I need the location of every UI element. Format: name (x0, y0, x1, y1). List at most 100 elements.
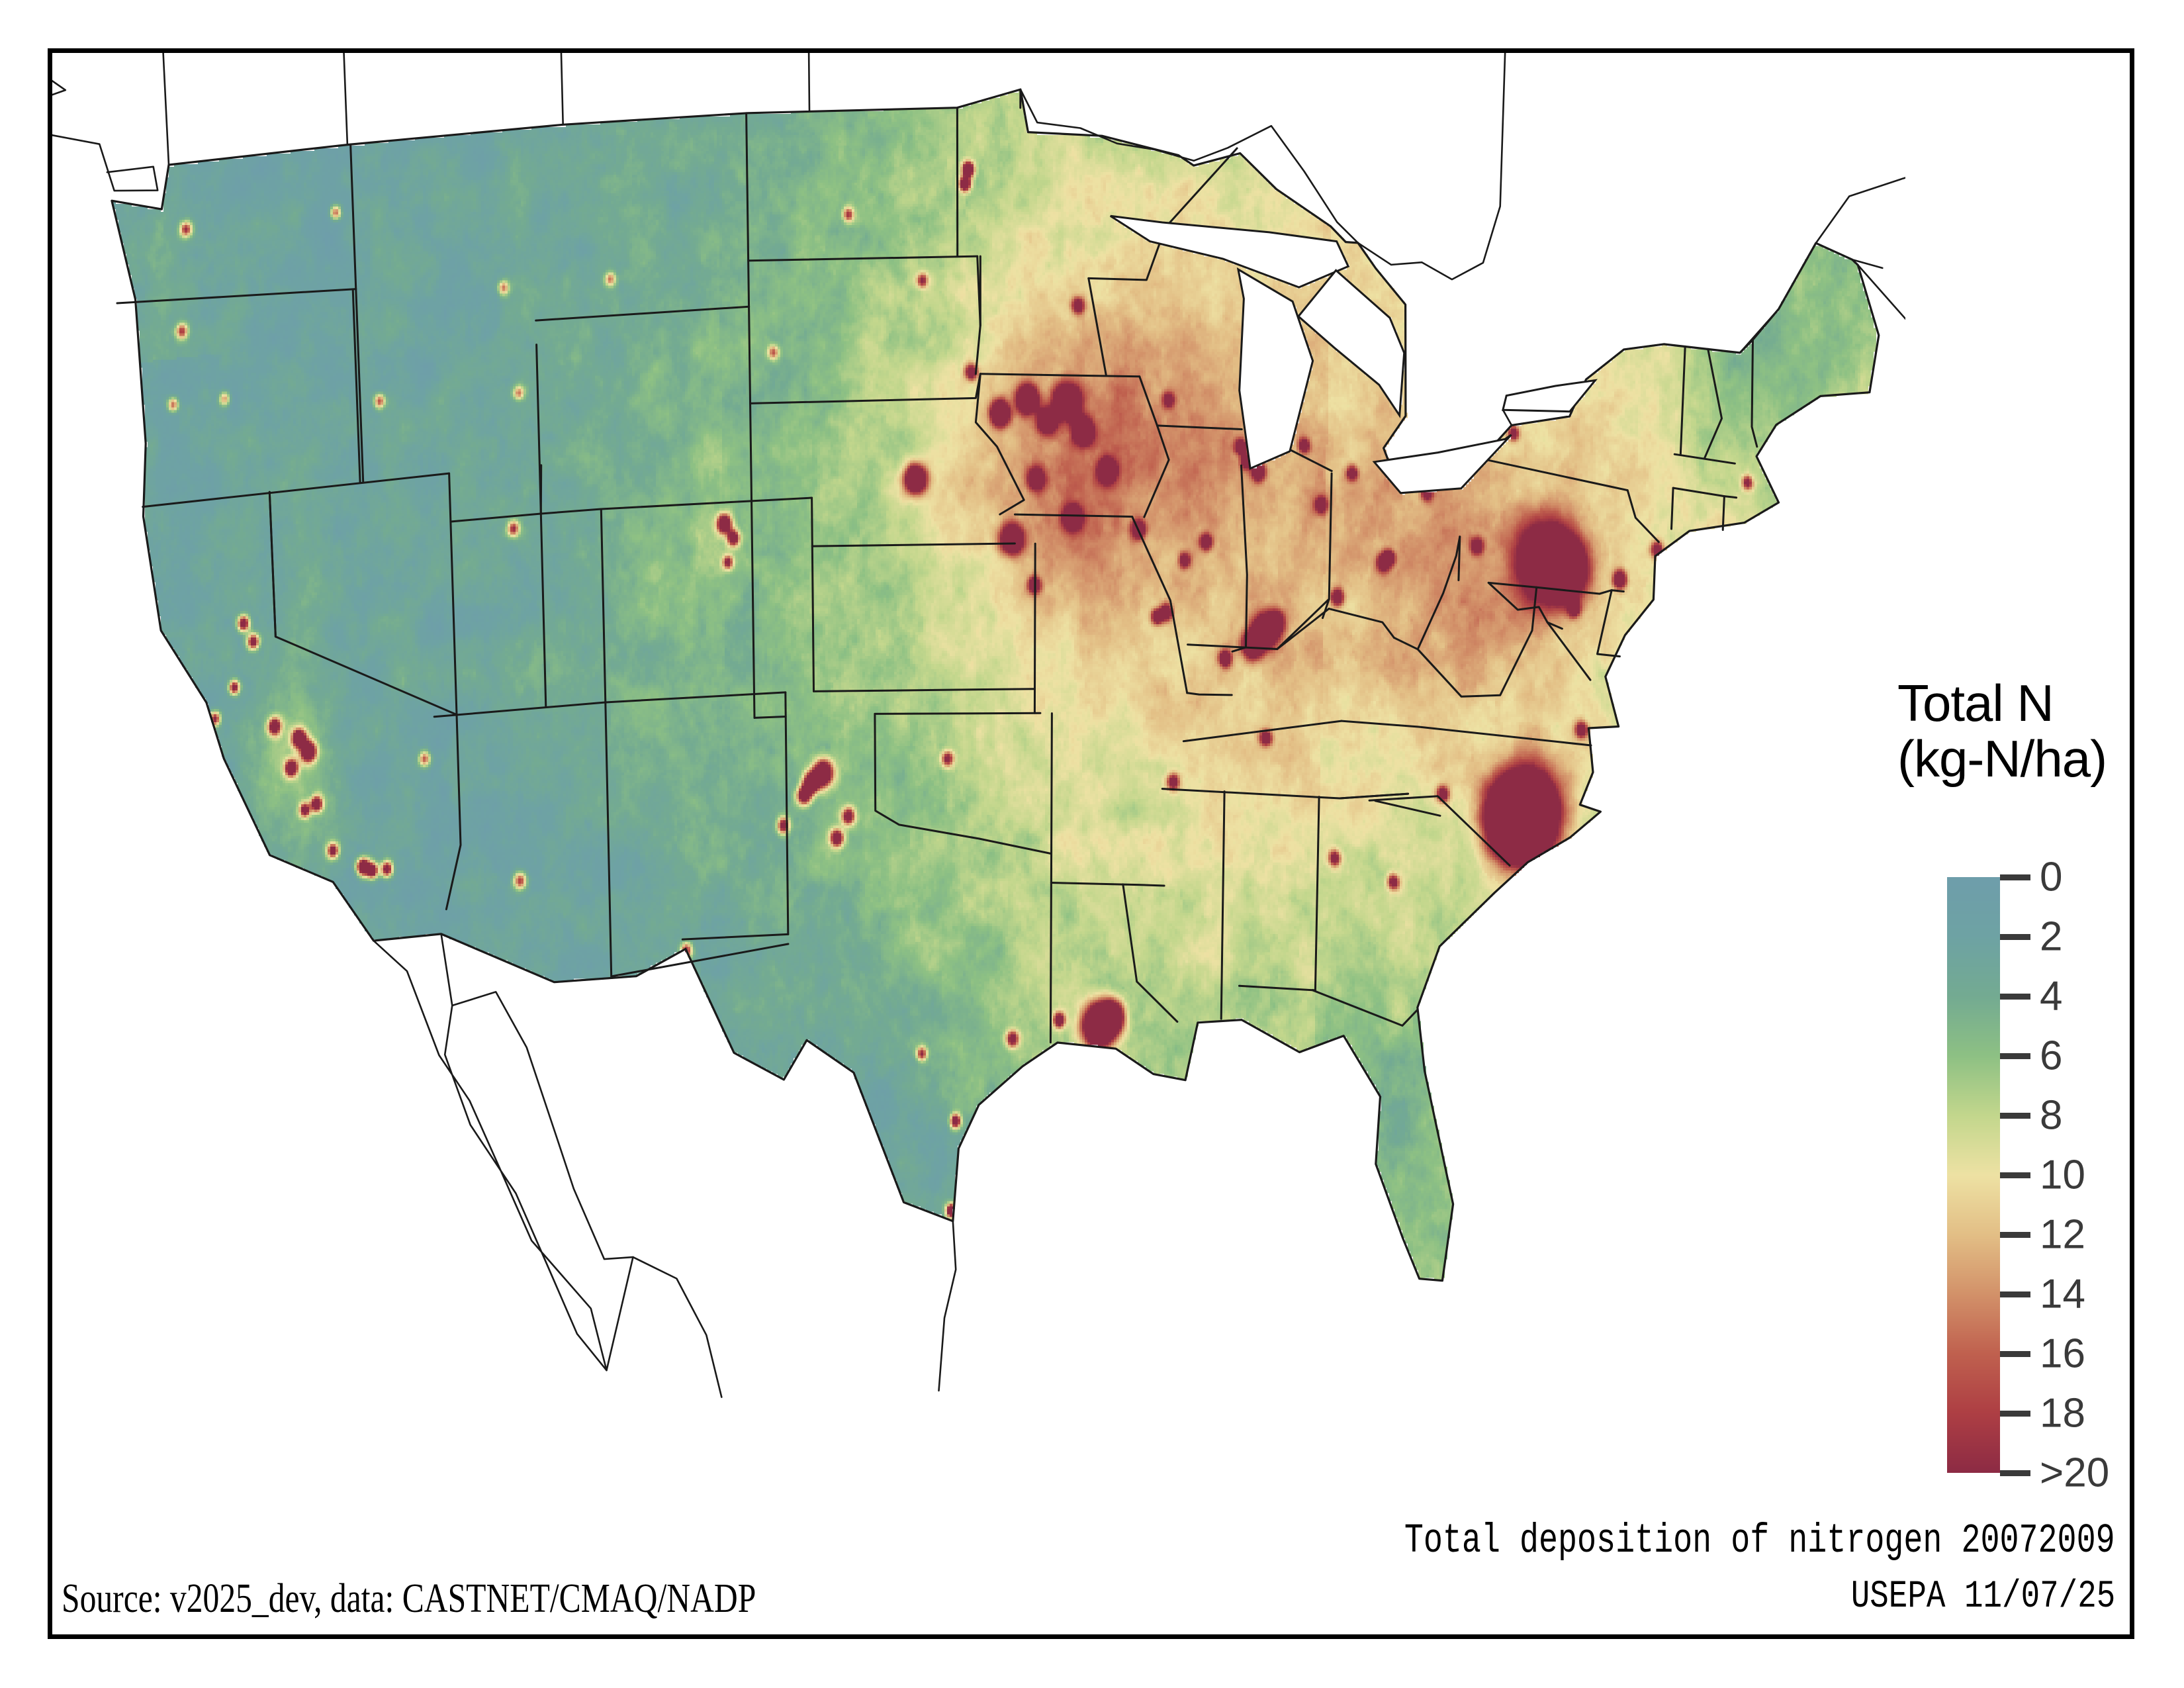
map-boundaries-overlay (52, 53, 1905, 1398)
state-border-line (1087, 226, 1167, 281)
colorbar-tick-label: 4 (2040, 973, 2063, 1019)
state-border-line (600, 496, 813, 510)
state-border-line (753, 716, 787, 719)
great-lake-mask (1109, 214, 1350, 289)
state-border-line (1416, 536, 1461, 651)
state-border-line (351, 288, 361, 483)
colorbar-tick-label: 2 (2040, 914, 2063, 960)
state-border-line (874, 712, 1042, 715)
state-border-line (784, 691, 790, 935)
great-lake-mask (1372, 434, 1512, 494)
state-border-line (747, 255, 979, 262)
state-border-line (445, 714, 462, 911)
state-border-line (813, 688, 1036, 692)
colorbar-tick-mark (2000, 1351, 2030, 1357)
state-border-line (433, 701, 607, 718)
state-border-line (604, 701, 613, 978)
state-border-line (1187, 608, 1330, 650)
state-border-line (1122, 883, 1179, 1023)
state-border-line (1751, 338, 1758, 448)
great-lake-mask (1297, 269, 1406, 419)
international-boundary-line (606, 1256, 723, 1398)
colorbar-gradient (1947, 877, 2000, 1473)
state-border-line (1672, 487, 1738, 499)
great-lake-mask (1501, 379, 1598, 413)
state-border-line (1276, 598, 1330, 650)
state-border-line (539, 464, 607, 704)
international-boundary-line (1019, 88, 1359, 244)
state-border-line (1049, 882, 1052, 1044)
state-border-line (1461, 453, 1629, 492)
colorbar-tick-label: 6 (2040, 1033, 2063, 1079)
state-border-line (349, 143, 365, 483)
state-border-line (1546, 621, 1592, 681)
legend-title: Total N (kg-N/ha) (1897, 674, 2107, 788)
state-border-line (1368, 795, 1511, 867)
international-boundary-line (560, 53, 564, 126)
international-boundary-line (1857, 264, 1905, 320)
state-border-line (1156, 424, 1243, 430)
state-border-line (535, 305, 751, 322)
state-border-line (1186, 692, 1233, 696)
international-boundary-line (451, 991, 634, 1260)
colorbar-tick-label: 16 (2040, 1331, 2085, 1377)
caption-agency-date: USEPA 11/07/25 (1850, 1575, 2115, 1618)
national-coastline-outline (111, 88, 1880, 1282)
colorbar-container: 0 2 4 6 8 10 12 14 16 18 >20 (1947, 855, 2146, 1513)
state-border-line (745, 112, 756, 719)
state-border-line (1596, 589, 1621, 658)
state-border-line (1721, 495, 1725, 531)
state-border-line (1340, 720, 1420, 728)
state-border-line (749, 373, 981, 404)
state-border-line (979, 373, 1141, 378)
state-border-line (1311, 796, 1320, 992)
caption-source: Source: v2025_dev, data: CASTNET/CMAQ/NA… (62, 1576, 756, 1621)
state-border-line (1014, 513, 1134, 518)
state-border-line (1087, 277, 1107, 377)
state-border-line (1138, 375, 1170, 518)
state-border-line (1182, 720, 1343, 743)
colorbar-tick-mark (2000, 874, 2030, 880)
state-border-line (1322, 472, 1333, 620)
colorbar-tick-mark (2000, 994, 2030, 1000)
state-border-line (1670, 487, 1674, 530)
state-border-line (1328, 608, 1395, 639)
state-border-line (142, 472, 451, 508)
state-border-line (1238, 984, 1316, 992)
colorbar-tick-mark (2000, 1232, 2030, 1238)
state-border-line (1033, 542, 1036, 714)
state-border-line (1673, 453, 1736, 465)
state-border-line (1487, 581, 1563, 630)
state-border-line (268, 491, 277, 638)
map-plot-area (52, 53, 1905, 1476)
international-boundary-line (373, 933, 608, 1372)
state-border-line (1050, 712, 1053, 884)
state-border-line (1220, 790, 1226, 1020)
colorbar-tick-label: 12 (2040, 1211, 2085, 1258)
state-border-line (1231, 464, 1248, 653)
state-border-line (811, 496, 815, 692)
colorbar-tick-mark (2000, 1411, 2030, 1417)
colorbar-tick-mark (2000, 934, 2030, 940)
state-border-line (976, 255, 981, 327)
international-boundary-line (807, 53, 811, 112)
state-border-line (1418, 726, 1592, 747)
state-border-line (811, 542, 1016, 547)
state-border-line (1704, 348, 1723, 459)
colorbar-tick-label: 0 (2040, 854, 2063, 900)
international-boundary-line (1851, 258, 1884, 269)
caption-main-title: Total deposition of nitrogen 20072009 (1404, 1517, 2115, 1564)
international-boundary-line (440, 933, 957, 1392)
state-border-line (1311, 989, 1419, 1027)
figure-frame: Total N (kg-N/ha) 0 2 4 6 8 10 12 14 16 18 >20 Tot… (48, 48, 2134, 1639)
international-boundary-line (343, 53, 349, 146)
state-border-line (1050, 882, 1165, 887)
colorbar-tick-mark (2000, 1053, 2030, 1059)
state-border-line (539, 512, 547, 708)
international-boundary-line (162, 53, 170, 166)
colorbar-tick-label: 10 (2040, 1152, 2085, 1198)
colorbar-tick-mark (2000, 1172, 2030, 1178)
state-border-line (1131, 516, 1189, 694)
state-border-line (1457, 536, 1461, 581)
state-border-line (448, 472, 458, 716)
